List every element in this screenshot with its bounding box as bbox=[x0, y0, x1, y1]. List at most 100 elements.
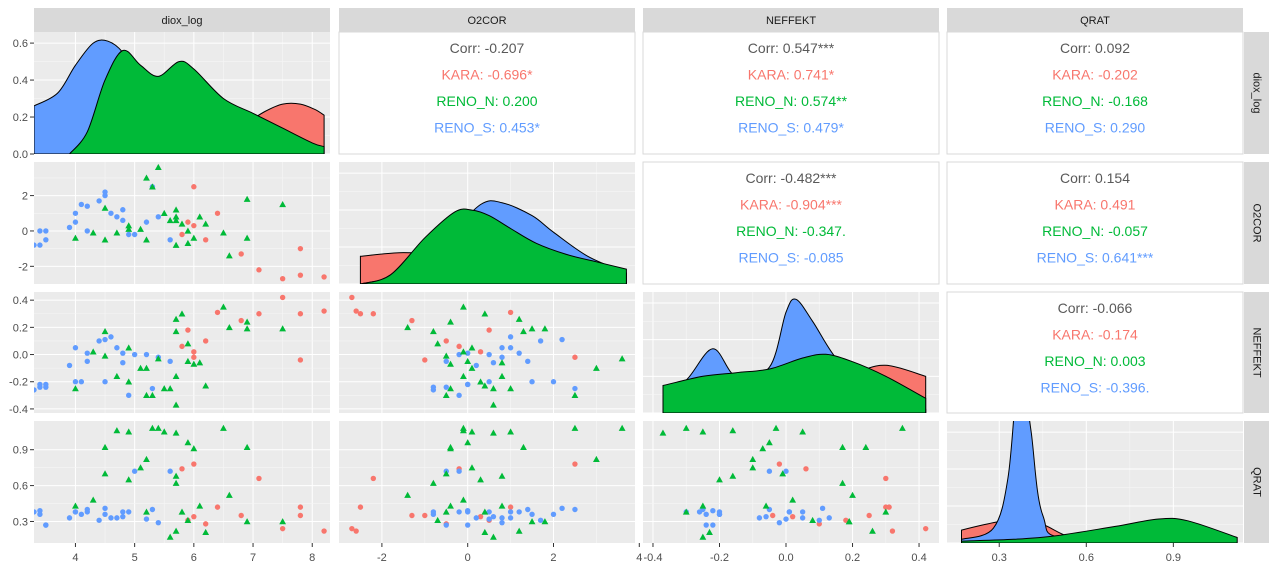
point-kara bbox=[279, 525, 286, 532]
row-strip-label-NEFFEKT: NEFFEKT bbox=[1251, 327, 1263, 377]
point-reno-s bbox=[120, 207, 126, 213]
point-reno-n bbox=[507, 385, 514, 392]
point-reno-s bbox=[529, 511, 535, 517]
corr-label-reno-n: RENO_N: -0.347. bbox=[736, 223, 846, 239]
point-kara bbox=[185, 327, 191, 333]
point-reno-n bbox=[839, 443, 846, 451]
point-reno-s bbox=[108, 515, 114, 521]
point-reno-s bbox=[167, 358, 173, 365]
point-reno-n bbox=[243, 234, 251, 241]
point-kara bbox=[456, 343, 462, 350]
point-reno-s bbox=[572, 506, 578, 513]
y-tick-label: 0.3 bbox=[13, 516, 28, 528]
x-tick-label: 7 bbox=[250, 552, 256, 564]
point-reno-n bbox=[809, 516, 817, 523]
corr-label-overall: Corr: -0.066 bbox=[1058, 300, 1133, 316]
point-reno-s bbox=[34, 242, 37, 248]
point-kara bbox=[297, 245, 304, 252]
column-strip-label-O2COR: O2COR bbox=[467, 15, 506, 27]
point-reno-n bbox=[528, 325, 536, 332]
x-tick-label: 0.6 bbox=[1079, 552, 1094, 564]
corr-label-overall: Corr: 0.547*** bbox=[748, 40, 835, 56]
point-reno-n bbox=[789, 496, 797, 503]
point-kara bbox=[191, 184, 197, 190]
corr-label-reno-n: RENO_N: -0.057 bbox=[1042, 223, 1148, 239]
point-reno-n bbox=[659, 429, 667, 436]
point-reno-s bbox=[507, 509, 514, 515]
point-reno-n bbox=[172, 472, 180, 479]
corr-panel bbox=[642, 161, 940, 285]
point-kara bbox=[214, 504, 221, 510]
point-kara bbox=[256, 475, 262, 482]
point-reno-s bbox=[143, 351, 150, 358]
point-reno-s bbox=[43, 237, 49, 243]
point-reno-n bbox=[468, 364, 476, 371]
point-reno-n bbox=[528, 518, 536, 525]
point-kara bbox=[238, 512, 244, 519]
column-strip-label-NEFFEKT: NEFFEKT bbox=[766, 15, 816, 27]
point-reno-s bbox=[783, 516, 789, 522]
point-reno-n bbox=[149, 183, 156, 190]
panel-marks bbox=[659, 424, 929, 540]
point-reno-s bbox=[120, 350, 126, 356]
point-kara bbox=[572, 354, 578, 360]
point-reno-n bbox=[447, 443, 454, 451]
point-reno-s bbox=[37, 228, 43, 234]
panel-marks bbox=[34, 294, 327, 408]
point-reno-n bbox=[618, 355, 626, 362]
point-reno-n bbox=[143, 364, 150, 371]
corr-label-kara: KARA: 0.491 bbox=[1055, 197, 1136, 213]
column-strip-diox_log bbox=[34, 8, 330, 32]
point-kara bbox=[507, 504, 514, 510]
point-reno-n bbox=[113, 427, 121, 434]
row-strip-diox_log bbox=[1244, 32, 1269, 154]
point-reno-n bbox=[468, 428, 476, 435]
point-reno-s bbox=[84, 506, 90, 513]
density-reno-n bbox=[961, 517, 1238, 543]
point-reno-s bbox=[96, 517, 102, 523]
corr-label-overall: Corr: 0.092 bbox=[1060, 40, 1130, 56]
point-reno-n bbox=[762, 502, 770, 509]
point-reno-n bbox=[72, 385, 79, 392]
point-reno-s bbox=[167, 468, 173, 474]
x-tick-label: 4 bbox=[72, 552, 78, 564]
point-reno-s bbox=[783, 468, 789, 474]
point-kara bbox=[370, 311, 377, 317]
point-reno-n bbox=[477, 378, 484, 385]
point-reno-n bbox=[498, 372, 506, 380]
point-reno-n bbox=[729, 427, 737, 434]
point-reno-n bbox=[243, 318, 251, 325]
point-reno-s bbox=[507, 345, 514, 351]
point-reno-s bbox=[102, 511, 108, 517]
point-reno-s bbox=[43, 522, 49, 528]
point-reno-n bbox=[498, 472, 506, 479]
corr-label-kara: KARA: -0.904*** bbox=[740, 197, 842, 213]
point-reno-n bbox=[184, 516, 192, 523]
corr-label-kara: KARA: 0.741* bbox=[748, 67, 835, 83]
point-reno-n bbox=[490, 385, 497, 392]
point-reno-n bbox=[434, 340, 442, 347]
point-reno-n bbox=[125, 428, 133, 435]
point-reno-n bbox=[113, 372, 121, 380]
point-reno-s bbox=[102, 379, 108, 385]
point-reno-n bbox=[699, 428, 707, 435]
point-reno-n bbox=[729, 472, 737, 479]
point-reno-n bbox=[468, 344, 476, 351]
point-kara bbox=[297, 272, 304, 278]
point-kara bbox=[770, 512, 776, 519]
y-tick-label: -2 bbox=[18, 261, 28, 273]
point-kara bbox=[572, 461, 578, 467]
point-reno-s bbox=[799, 509, 806, 515]
row-strip-label-QRAT: QRAT bbox=[1251, 467, 1263, 497]
point-kara bbox=[349, 525, 355, 532]
point-kara bbox=[353, 308, 359, 314]
point-reno-n bbox=[592, 455, 600, 462]
point-reno-n bbox=[220, 229, 227, 236]
corr-label-reno-s: RENO_S: 0.641*** bbox=[1037, 250, 1154, 266]
point-reno-n bbox=[196, 213, 204, 220]
corr-label-reno-s: RENO_S: -0.085 bbox=[738, 250, 843, 266]
point-reno-n bbox=[481, 310, 489, 317]
point-reno-n bbox=[447, 360, 454, 367]
point-reno-n bbox=[442, 391, 450, 399]
y-tick-label: 0.2 bbox=[13, 112, 28, 124]
